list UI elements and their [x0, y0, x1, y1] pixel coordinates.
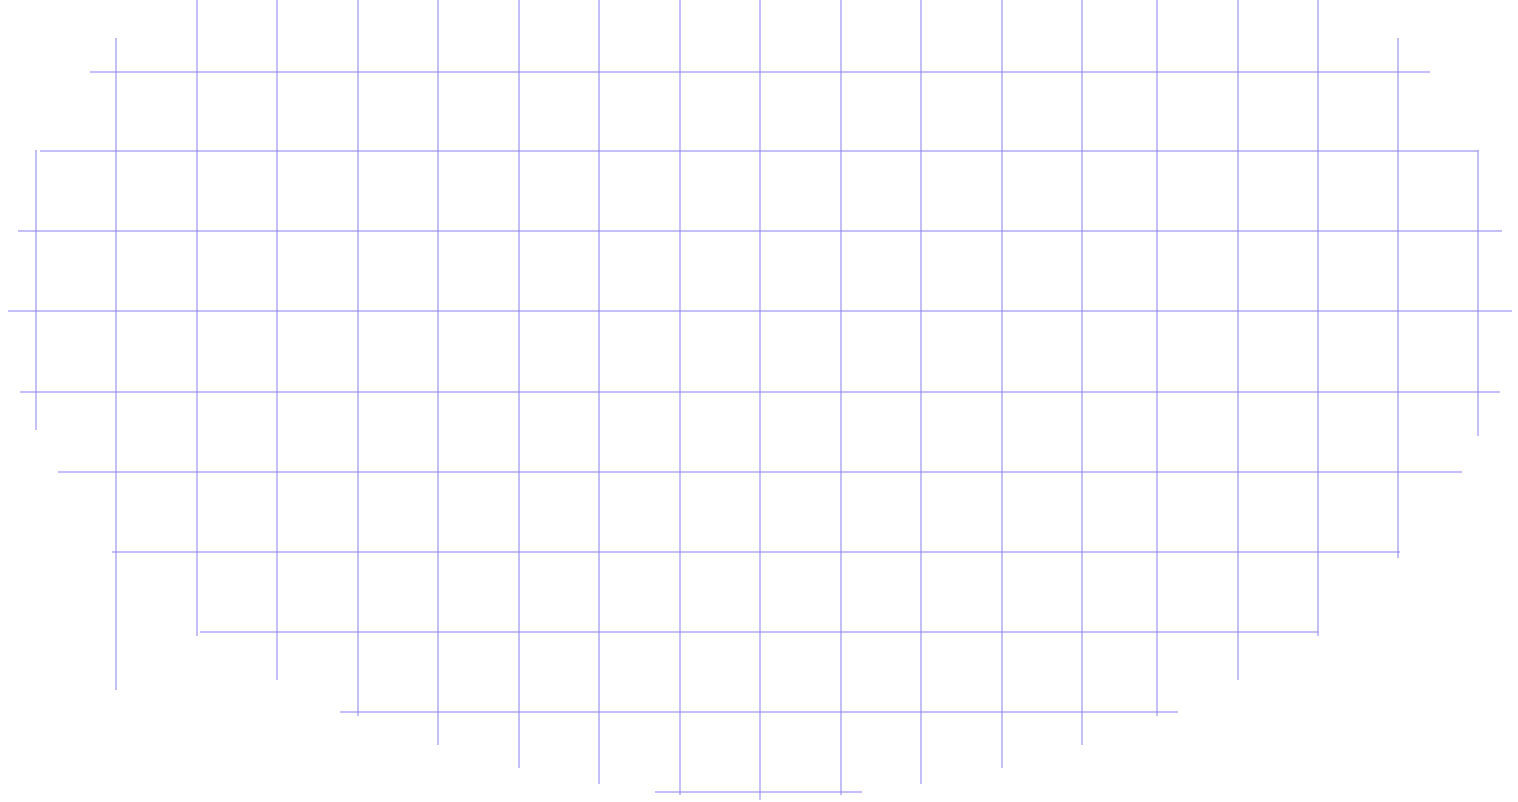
- parallels-group: [8, 71, 1512, 793]
- meridians-group: [35, 0, 1479, 800]
